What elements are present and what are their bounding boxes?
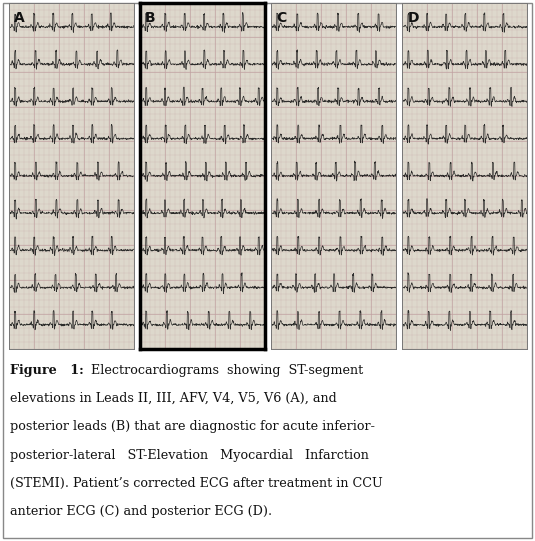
Text: posterior leads (B) that are diagnostic for acute inferior-: posterior leads (B) that are diagnostic … bbox=[10, 420, 374, 433]
Text: (STEMI). Patient’s corrected ECG after treatment in CCU: (STEMI). Patient’s corrected ECG after t… bbox=[10, 477, 383, 490]
Text: Figure   1:: Figure 1: bbox=[10, 364, 83, 377]
Text: D: D bbox=[407, 11, 419, 25]
Text: A: A bbox=[14, 11, 25, 25]
Text: C: C bbox=[276, 11, 286, 25]
Text: posterior-lateral   ST-Elevation   Myocardial   Infarction: posterior-lateral ST-Elevation Myocardia… bbox=[10, 448, 369, 461]
Text: B: B bbox=[145, 11, 156, 25]
Text: anterior ECG (C) and posterior ECG (D).: anterior ECG (C) and posterior ECG (D). bbox=[10, 505, 272, 518]
Text: elevations in Leads II, III, AFV, V4, V5, V6 (A), and: elevations in Leads II, III, AFV, V4, V5… bbox=[10, 392, 337, 405]
Text: Electrocardiograms  showing  ST-segment: Electrocardiograms showing ST-segment bbox=[83, 364, 364, 377]
